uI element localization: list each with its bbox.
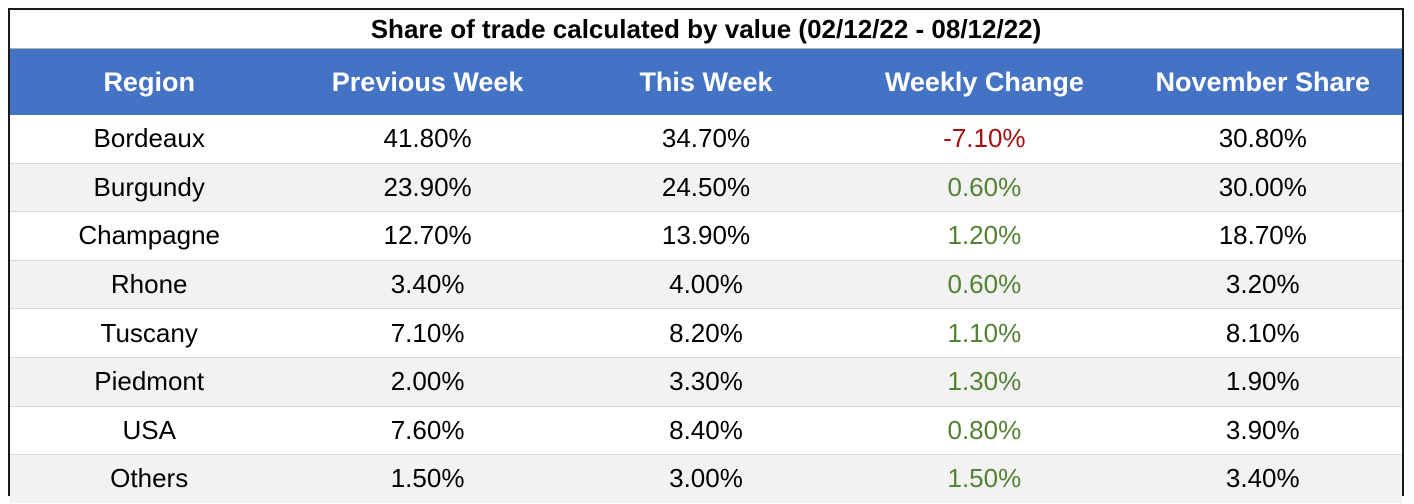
cell-november-share: 3.40%	[1123, 454, 1402, 503]
trade-share-table-frame: Share of trade calculated by value (02/1…	[8, 8, 1404, 503]
cell-previous-week: 7.60%	[288, 406, 567, 456]
header-november-share: November Share	[1123, 49, 1402, 115]
table-row: Rhone 3.40% 4.00% 0.60% 3.20%	[10, 260, 1402, 310]
header-weekly-change: Weekly Change	[845, 49, 1124, 115]
cell-previous-week: 2.00%	[288, 357, 567, 407]
cell-previous-week: 1.50%	[288, 454, 567, 503]
cell-weekly-change: 0.80%	[845, 406, 1124, 456]
cell-this-week: 3.00%	[566, 454, 846, 503]
header-row: Region Previous Week This Week Weekly Ch…	[10, 49, 1402, 115]
cell-november-share: 30.00%	[1123, 163, 1402, 213]
cell-previous-week: 12.70%	[288, 211, 567, 261]
cell-region: Tuscany	[10, 308, 289, 358]
table-row: Burgundy 23.90% 24.50% 0.60% 30.00%	[10, 163, 1402, 213]
cell-this-week: 4.00%	[566, 260, 846, 310]
cell-weekly-change: 1.50%	[845, 454, 1124, 503]
table-title: Share of trade calculated by value (02/1…	[10, 10, 1402, 49]
cell-weekly-change: 1.20%	[845, 211, 1124, 261]
cell-november-share: 3.90%	[1123, 406, 1402, 456]
cell-this-week: 3.30%	[566, 357, 846, 407]
cell-this-week: 13.90%	[566, 211, 846, 261]
cell-november-share: 18.70%	[1123, 211, 1402, 261]
header-this-week: This Week	[566, 49, 846, 115]
cell-region: Others	[10, 454, 289, 503]
table-row: Champagne 12.70% 13.90% 1.20% 18.70%	[10, 211, 1402, 261]
header-region: Region	[10, 49, 289, 115]
cell-this-week: 34.70%	[566, 115, 846, 164]
cell-november-share: 1.90%	[1123, 357, 1402, 407]
cell-previous-week: 41.80%	[288, 115, 567, 164]
cell-this-week: 24.50%	[566, 163, 846, 213]
cell-region: USA	[10, 406, 289, 456]
cell-region: Piedmont	[10, 357, 289, 407]
cell-previous-week: 7.10%	[288, 308, 567, 358]
cell-this-week: 8.20%	[566, 308, 846, 358]
table-row: Tuscany 7.10% 8.20% 1.10% 8.10%	[10, 308, 1402, 358]
cell-region: Rhone	[10, 260, 289, 310]
cell-previous-week: 3.40%	[288, 260, 567, 310]
cell-weekly-change: 0.60%	[845, 260, 1124, 310]
cell-november-share: 30.80%	[1123, 115, 1402, 164]
table-row: USA 7.60% 8.40% 0.80% 3.90%	[10, 406, 1402, 456]
cell-region: Bordeaux	[10, 115, 289, 164]
table-row: Others 1.50% 3.00% 1.50% 3.40%	[10, 454, 1402, 503]
cell-previous-week: 23.90%	[288, 163, 567, 213]
cell-weekly-change: 1.10%	[845, 308, 1124, 358]
cell-november-share: 8.10%	[1123, 308, 1402, 358]
header-previous-week: Previous Week	[288, 49, 567, 115]
cell-weekly-change: -7.10%	[845, 115, 1124, 164]
cell-region: Champagne	[10, 211, 289, 261]
table-row: Piedmont 2.00% 3.30% 1.30% 1.90%	[10, 357, 1402, 407]
cell-weekly-change: 1.30%	[845, 357, 1124, 407]
table-row: Bordeaux 41.80% 34.70% -7.10% 30.80%	[10, 115, 1402, 164]
cell-region: Burgundy	[10, 163, 289, 213]
trade-share-table: Region Previous Week This Week Weekly Ch…	[10, 49, 1402, 503]
table-body: Bordeaux 41.80% 34.70% -7.10% 30.80% Burgundy…	[10, 115, 1402, 503]
cell-november-share: 3.20%	[1123, 260, 1402, 310]
cell-weekly-change: 0.60%	[845, 163, 1124, 213]
cell-this-week: 8.40%	[566, 406, 846, 456]
